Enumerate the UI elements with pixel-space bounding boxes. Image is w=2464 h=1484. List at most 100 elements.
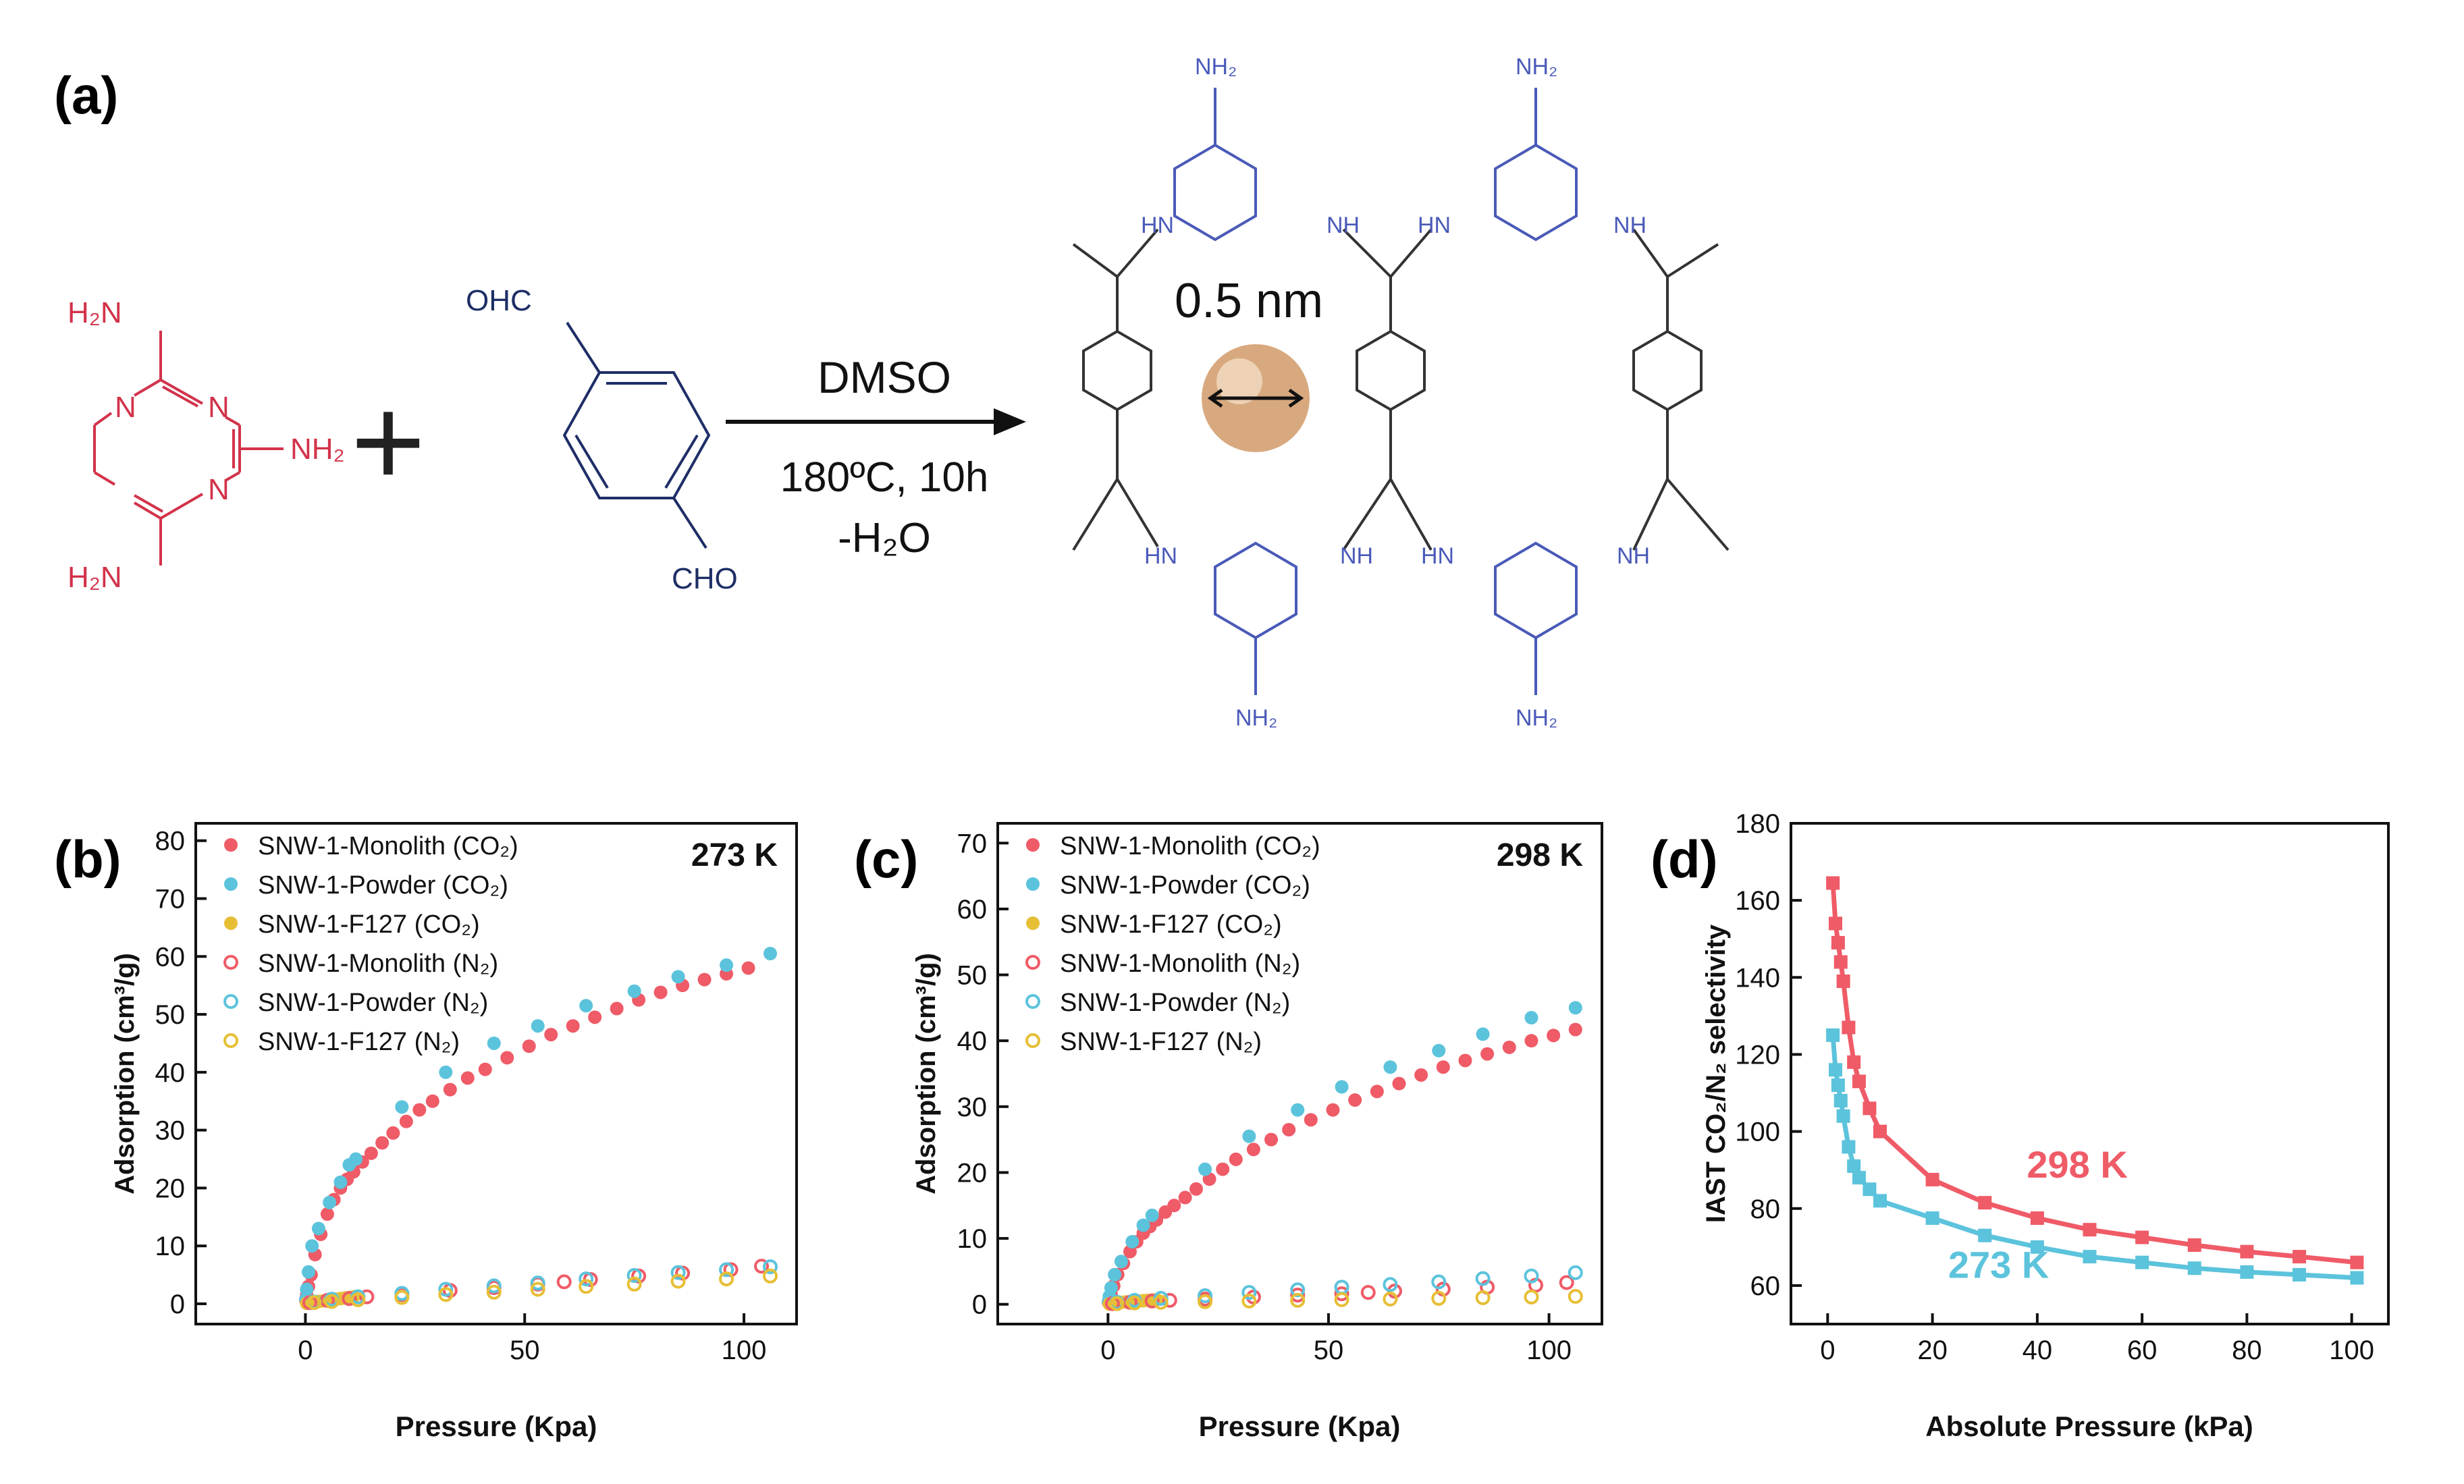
product-nh-2: NH (1613, 213, 1646, 238)
chart-c-snw-1-monolith-co2-point (1264, 1132, 1279, 1147)
chart-b-snw-1-monolith-co2-point (544, 1028, 558, 1042)
chart-d-273-k-point (1925, 1211, 1939, 1226)
chart-d-ytick-label: 120 (1735, 1040, 1780, 1070)
chart-d-ticks: 0 20 40 60 80 100 60 80 100 120 140 160 180 (1735, 809, 2374, 1365)
chart-b-snw-1-monolith-co2-point (399, 1114, 413, 1128)
chart-c-snw-1-powder-co2-point (1136, 1218, 1150, 1232)
chart-c-legend-label: SNW-1-F127 (N₂) (1060, 1028, 1262, 1056)
chart-d-298-k-point (1833, 955, 1848, 969)
chart-c-snw-1-powder-co2-point (1114, 1255, 1128, 1269)
chart-d-298-k-point (1828, 916, 1842, 931)
product-hn-4: HN (1421, 543, 1454, 569)
melamine-labels: N N N H₂N NH₂ H₂N (68, 296, 345, 594)
chart-c-snw-1-f127-n2-point (1198, 1294, 1213, 1309)
chart-b-snw-1-monolith-co2-point (566, 1019, 580, 1033)
chart-c-title: 298 K (1497, 837, 1583, 873)
melamine-nh2-bottom: H₂N (68, 561, 122, 594)
chart-b-snw-1-monolith-n2-point (556, 1274, 572, 1290)
chart-d-273-k-point (1836, 1109, 1850, 1123)
chart-c-ticks: 0 50 100 0 10 20 30 40 50 60 70 (957, 829, 1572, 1365)
chart-b-snw-1-monolith-co2-point (425, 1094, 439, 1108)
chart-c-legend-marker (1026, 877, 1040, 891)
chart-c-snw-1-f127-n2-point (1524, 1289, 1539, 1304)
chart-d-298-k-point (2293, 1250, 2307, 1264)
chart-b-snw-1-monolith-co2-point (741, 961, 755, 975)
panel-label-c: (c) (854, 829, 918, 889)
chart-b-snw-1-monolith-co2-point (443, 1082, 457, 1097)
chart-b-snw-1-f127-n2-point (670, 1273, 686, 1289)
chart-d-273-k-point (1852, 1171, 1866, 1185)
chart-b-snw-1-powder-co2-point (671, 970, 685, 984)
chart-c-legend-label: SNW-1-Monolith (N₂) (1060, 950, 1300, 978)
chart-d-298-k-point (2240, 1244, 2254, 1259)
chart-b-snw-1-powder-co2-point (487, 1036, 501, 1050)
chart-c-snw-1-monolith-co2-point (1502, 1040, 1516, 1054)
chart-b-ytick-label: 20 (155, 1174, 186, 1203)
chart-c-legend-marker (1025, 955, 1040, 970)
panel-label-d: (d) (1651, 829, 1718, 889)
chart-c-snw-1-monolith-co2-point (1246, 1143, 1260, 1157)
chart-b-legend-marker (223, 955, 238, 970)
chart-b-snw-1-powder-co2-point (627, 984, 641, 998)
chart-c-snw-1-f127-n2-point (1383, 1291, 1398, 1307)
chart-b-snw-1-f127-n2-point (626, 1276, 642, 1292)
chart-b-snw-1-monolith-co2-point (697, 972, 712, 987)
aldehyde-ohc: OHC (466, 284, 532, 317)
chart-c-frame (996, 822, 1603, 1325)
chart-b-ytick-label: 50 (155, 1000, 186, 1030)
product-hn-3: HN (1144, 543, 1177, 569)
chart-c-xtick-label: 0 (1100, 1336, 1115, 1365)
chart-b-snw-1-powder-co2-point (764, 947, 778, 961)
chart-b-xtick-label: 0 (298, 1336, 313, 1365)
chart-c-snw-1-f127-n2-point (1153, 1294, 1169, 1310)
chart-c-snw-1-powder-co2-point (1198, 1162, 1212, 1176)
chart-d-273-k-point (1828, 1063, 1842, 1077)
chart-b-snw-1-f127-n2-point (306, 1295, 322, 1311)
chart-b-xtick-label: 50 (510, 1336, 540, 1365)
chart-b-snw-1-f127-n2-point (719, 1271, 734, 1287)
chart-d-ytick-label: 100 (1735, 1118, 1780, 1147)
chart-d-273-k-point (1826, 1028, 1840, 1042)
chart-d: 0 20 40 60 80 100 60 80 100 120 140 160 180 298 K 273… (1701, 809, 2390, 1442)
chart-b-ytick-label: 0 (170, 1290, 185, 1319)
chart-d-273-k-point (1978, 1228, 1992, 1242)
chart-b-legend-label: SNW-1-Powder (CO₂) (258, 871, 508, 900)
condition-byproduct: -H₂O (838, 515, 931, 561)
chart-c-ylabel: Adsorption (cm³/g) (911, 953, 941, 1194)
product-nh2-2: NH₂ (1516, 54, 1557, 80)
chart-b-legend-label: SNW-1-F127 (CO₂) (258, 910, 480, 939)
chart-c-xtick-label: 50 (1314, 1336, 1344, 1365)
chart-d-298-k-point (1826, 876, 1840, 890)
chart-d-298-k-point (1978, 1196, 1992, 1210)
chart-d-298-k-point (2187, 1238, 2201, 1252)
product-nh-1: NH (1327, 213, 1360, 238)
chart-c-snw-1-monolith-co2-point (1480, 1047, 1495, 1061)
chart-b-points (299, 947, 778, 1311)
product-nh2-1: NH₂ (1195, 54, 1237, 80)
chart-b-snw-1-powder-co2-point (301, 1265, 315, 1279)
chart-c-snw-1-f127-n2-point (1109, 1296, 1125, 1311)
chart-c-xlabel: Pressure (Kpa) (1199, 1410, 1401, 1442)
chart-b-snw-1-powder-co2-point (531, 1019, 545, 1033)
product-hn-1: HN (1141, 213, 1174, 238)
chart-b-legend-marker (224, 916, 238, 930)
chart-d-298-k-line (1830, 883, 2357, 1265)
chart-b-snw-1-powder-n2-point (530, 1275, 545, 1291)
chart-b-ytick-label: 80 (155, 827, 186, 856)
chart-c-ytick-label: 70 (957, 829, 988, 858)
chart-d-xtick-label: 80 (2232, 1336, 2262, 1365)
chart-c-snw-1-monolith-n2-point (1360, 1285, 1376, 1300)
melamine-n-1: N (208, 391, 230, 424)
chart-c-snw-1-monolith-co2-point (1348, 1093, 1362, 1107)
chart-b-snw-1-monolith-co2-point (320, 1207, 334, 1221)
chart-c-ytick-label: 20 (957, 1158, 988, 1188)
chart-b-snw-1-powder-co2-point (349, 1152, 363, 1166)
chart-c-snw-1-f127-n2-point (1241, 1293, 1257, 1309)
chart-d-xlabel: Absolute Pressure (kPa) (1925, 1410, 2253, 1442)
chart-b-snw-1-f127-n2-point (438, 1287, 454, 1302)
aldehyde-cho: CHO (672, 562, 738, 595)
chart-c-snw-1-powder-co2-point (1568, 1001, 1582, 1015)
chart-b-snw-1-powder-n2-point (579, 1271, 594, 1287)
melamine-nh2-right: NH₂ (290, 433, 345, 466)
